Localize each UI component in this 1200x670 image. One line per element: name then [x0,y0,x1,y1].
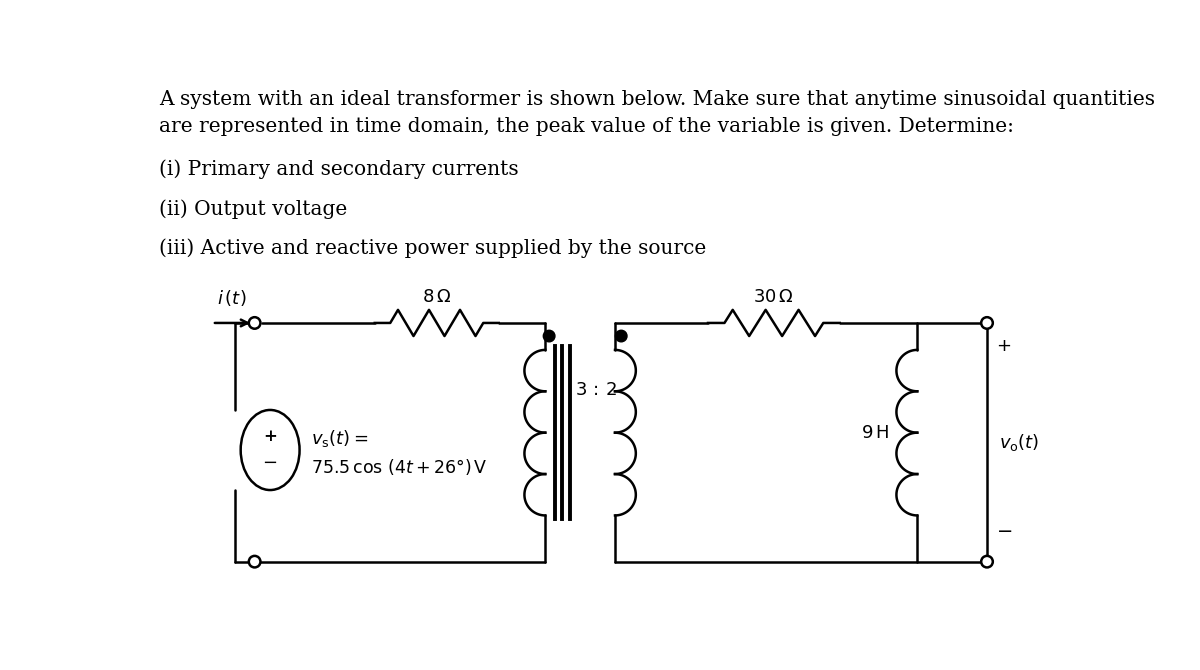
Circle shape [544,330,554,342]
Text: $i\,(t)$: $i\,(t)$ [217,288,246,308]
Text: $v_{\rm o}(t)$: $v_{\rm o}(t)$ [998,431,1039,453]
Text: (i) Primary and secondary currents: (i) Primary and secondary currents [160,159,518,179]
Text: +: + [263,427,277,445]
Text: $75.5\,\cos\,(4t + 26°)\,\mathrm{V}$: $75.5\,\cos\,(4t + 26°)\,\mathrm{V}$ [311,457,487,477]
Text: are represented in time domain, the peak value of the variable is given. Determi: are represented in time domain, the peak… [160,117,1014,137]
Text: A system with an ideal transformer is shown below. Make sure that anytime sinuso: A system with an ideal transformer is sh… [160,90,1156,109]
Text: $-$: $-$ [996,520,1013,539]
Circle shape [248,556,260,567]
Circle shape [248,317,260,329]
Text: −: − [263,454,277,472]
Text: $8\,\Omega$: $8\,\Omega$ [422,288,451,306]
Circle shape [982,556,992,567]
Circle shape [982,317,992,329]
Text: $9\,\mathrm{H}$: $9\,\mathrm{H}$ [860,423,889,442]
Text: $v_{\rm s}(t) =$: $v_{\rm s}(t) =$ [311,428,368,449]
Text: $3\,:\,2$: $3\,:\,2$ [575,381,617,399]
Text: $+$: $+$ [996,337,1012,355]
Circle shape [616,330,628,342]
Text: $30\,\Omega$: $30\,\Omega$ [754,288,794,306]
Text: (ii) Output voltage: (ii) Output voltage [160,200,348,219]
Text: (iii) Active and reactive power supplied by the source: (iii) Active and reactive power supplied… [160,239,707,258]
